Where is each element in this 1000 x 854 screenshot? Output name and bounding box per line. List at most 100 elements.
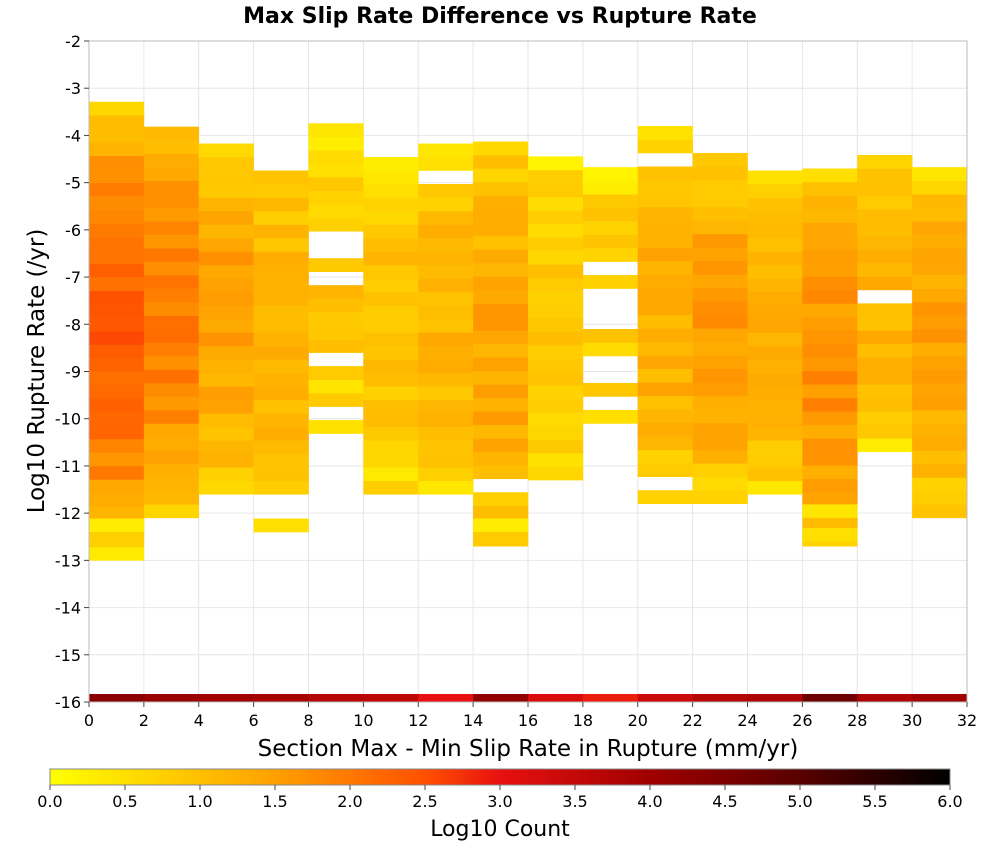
heatmap-cell: [143, 288, 200, 303]
heatmap-cell: [473, 397, 529, 412]
heatmap-cell: [363, 453, 419, 468]
heatmap-cell: [473, 492, 529, 507]
heatmap-cell: [857, 303, 913, 318]
heatmap-cell: [857, 249, 913, 264]
heatmap-cell: [912, 355, 968, 370]
heatmap-cell: [692, 220, 748, 235]
heatmap-cell: [582, 207, 639, 222]
heatmap-cell: [582, 167, 639, 181]
heatmap-cell: [582, 180, 639, 195]
heatmap-cell: [747, 453, 803, 468]
heatmap-cell: [912, 396, 968, 411]
heatmap-cell: [802, 478, 858, 493]
heatmap-cell: [747, 210, 803, 225]
heatmap-cell: [89, 344, 145, 359]
heatmap-cell: [143, 450, 200, 465]
x-tick-label: 2: [139, 711, 149, 730]
heatmap-cell: [308, 177, 364, 192]
heatmap-bottom-cell: [89, 693, 145, 702]
heatmap-cell: [363, 386, 419, 401]
heatmap-cell: [308, 379, 364, 394]
heatmap-cell: [418, 210, 474, 225]
heatmap-cell: [802, 384, 858, 399]
heatmap-cell: [912, 302, 968, 316]
heatmap-bottom-cell: [857, 693, 913, 702]
heatmap-cell: [637, 139, 693, 154]
heatmap-cell: [363, 224, 419, 239]
heatmap-cell: [308, 258, 364, 272]
heatmap-bottom-cell: [143, 693, 200, 702]
heatmap-cell: [253, 399, 309, 414]
heatmap-cell: [89, 304, 145, 318]
heatmap-cell: [912, 450, 968, 465]
heatmap-cell: [143, 180, 200, 195]
heatmap-cell: [198, 278, 254, 293]
heatmap-cell: [89, 223, 145, 237]
y-tick-label: -2: [65, 32, 81, 51]
y-tick-label: -11: [55, 457, 81, 476]
heatmap-cell: [857, 195, 913, 210]
heatmap-cell: [802, 262, 858, 277]
x-tick-label: 16: [518, 711, 538, 730]
heatmap-cell: [143, 126, 200, 141]
heatmap-cell: [143, 261, 200, 276]
heatmap-cell: [857, 424, 913, 439]
heatmap-cell: [802, 411, 858, 426]
x-tick-label: 22: [682, 711, 702, 730]
colorbar-tick-label: 2.0: [337, 792, 362, 811]
heatmap-cell: [582, 342, 639, 357]
heatmap-cell: [692, 152, 748, 167]
heatmap-cell: [637, 355, 693, 370]
heatmap-cell: [198, 170, 254, 185]
heatmap-cell: [418, 440, 474, 455]
heatmap-cell: [418, 197, 474, 212]
heatmap-cell: [418, 278, 474, 293]
heatmap-cell: [363, 426, 419, 441]
heatmap-cell: [143, 167, 200, 181]
heatmap-cell: [747, 251, 803, 266]
heatmap-cell: [89, 182, 145, 197]
heatmap-cell: [363, 251, 419, 266]
heatmap-cell: [857, 181, 913, 196]
heatmap-cell: [473, 357, 529, 372]
heatmap-cell: [473, 168, 529, 183]
heatmap-cell: [363, 359, 419, 374]
heatmap-cell: [89, 452, 145, 467]
colorbar-tick-label: 5.0: [787, 792, 812, 811]
heatmap-cell: [473, 195, 529, 210]
heatmap-cell: [528, 196, 584, 211]
heatmap-cell: [418, 399, 474, 414]
x-tick-label: 26: [792, 711, 812, 730]
heatmap-cell: [253, 278, 309, 293]
heatmap-cell: [198, 305, 254, 320]
heatmap-cell: [143, 207, 200, 222]
y-axis-ticks: -2 -3 -4 -5 -6 -7 -8 -9 -10 -11 -12 -13 -14 -15 -16: [55, 32, 89, 712]
heatmap-cell: [637, 395, 693, 410]
heatmap-cell: [802, 276, 858, 291]
heatmap-cell: [802, 343, 858, 358]
heatmap-cell: [747, 291, 803, 306]
heatmap-cell: [747, 426, 803, 441]
heatmap-cell: [802, 222, 858, 237]
heatmap-cell: [89, 465, 145, 480]
x-tick-label: 28: [847, 711, 867, 730]
heatmap-cell: [747, 264, 803, 279]
heatmap-cell: [198, 480, 254, 495]
heatmap-cell: [747, 413, 803, 428]
heatmap-cell: [363, 318, 419, 333]
heatmap-cell: [912, 463, 968, 478]
heatmap-cell: [692, 206, 748, 221]
heatmap-cell: [473, 438, 529, 453]
heatmap-cell: [528, 385, 584, 400]
heatmap-cell: [363, 332, 419, 347]
heatmap-cell: [89, 358, 145, 372]
y-axis-label: Log10 Rupture Rate (/yr): [24, 229, 50, 514]
heatmap-cell: [692, 179, 748, 194]
heatmap-cell: [912, 329, 968, 343]
heatmap-cell: [253, 184, 309, 198]
heatmap-cell: [143, 194, 200, 208]
heatmap-cell: [363, 413, 419, 428]
heatmap-cells: [89, 101, 968, 702]
heatmap-cell: [308, 325, 364, 340]
heatmap-cell: [528, 318, 584, 333]
